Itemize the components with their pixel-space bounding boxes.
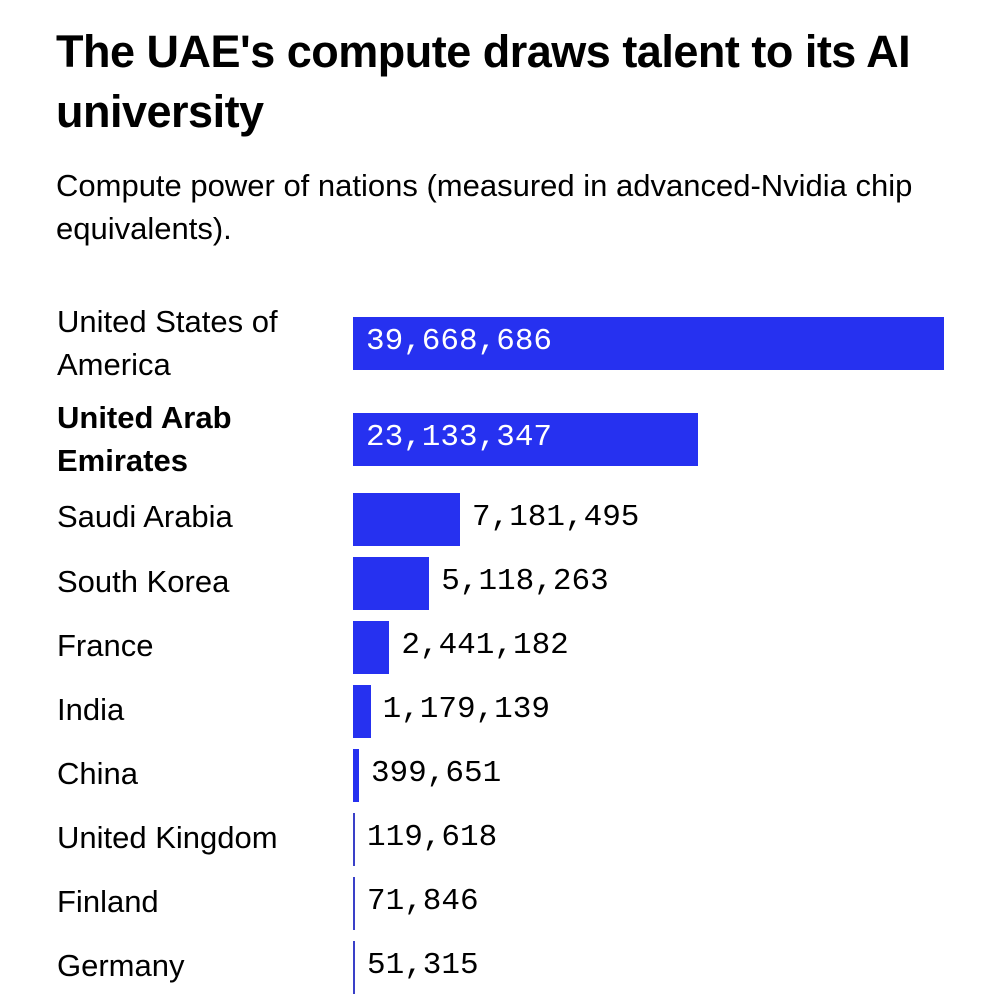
value-label: 2,441,182	[401, 628, 569, 663]
bar	[353, 749, 359, 802]
value-label: 5,118,263	[441, 564, 609, 599]
value-label: 399,651	[370, 756, 502, 791]
country-label: United Arab Emirates	[57, 400, 232, 478]
value-label: 23,133,347	[366, 420, 553, 455]
bar	[353, 813, 355, 866]
bar	[353, 941, 355, 994]
country-label: China	[57, 756, 138, 791]
country-label: United Kingdom	[57, 820, 278, 855]
bar	[353, 413, 698, 466]
chart-title: The UAE's compute draws talent to its AI…	[56, 26, 911, 137]
country-label: South Korea	[57, 564, 230, 599]
bar	[353, 557, 430, 610]
value-label: 39,668,686	[366, 324, 553, 359]
country-label: Germany	[57, 948, 185, 983]
bar	[353, 621, 390, 674]
value-label: 51,315	[367, 948, 479, 983]
bar	[353, 685, 371, 738]
bar	[353, 877, 355, 930]
country-label: United States of America	[57, 304, 278, 382]
bar	[353, 493, 460, 546]
chart-subtitle: Compute power of nations (measured in ad…	[56, 168, 913, 246]
value-label: 119,618	[367, 820, 498, 855]
country-label: France	[57, 628, 154, 663]
value-label: 71,846	[367, 884, 479, 919]
value-label: 1,179,139	[382, 692, 550, 727]
country-label: India	[57, 692, 125, 727]
country-label: Finland	[57, 884, 159, 919]
country-label: Saudi Arabia	[57, 499, 233, 534]
bar	[353, 317, 944, 370]
value-label: 7,181,495	[471, 500, 640, 535]
